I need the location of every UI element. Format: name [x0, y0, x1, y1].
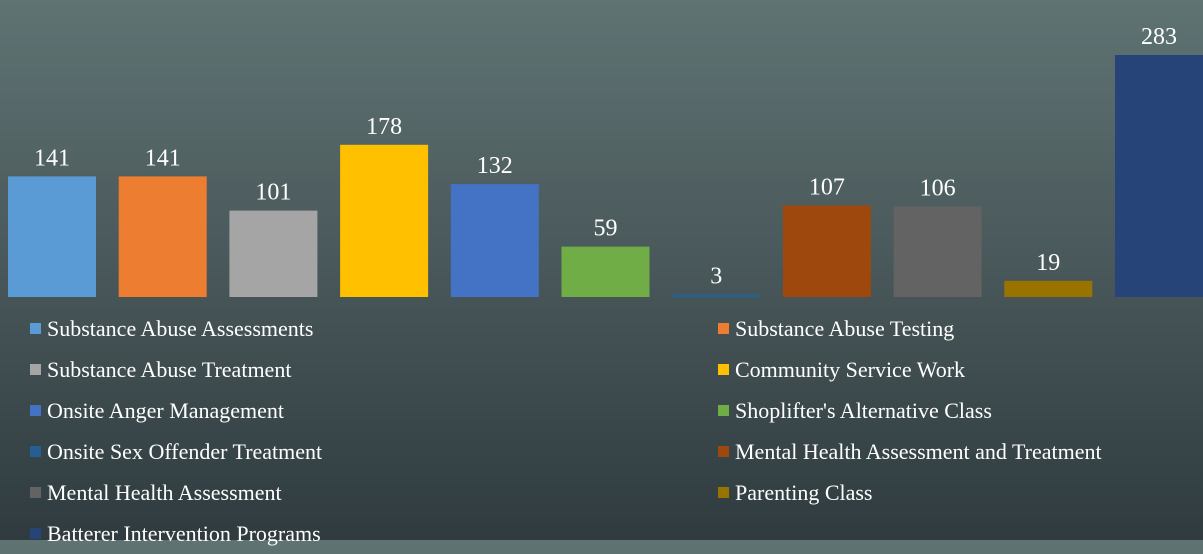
legend-label: Community Service Work: [735, 356, 966, 382]
legend-item: Batterer Intervention Programs: [30, 513, 718, 554]
bar: [561, 246, 650, 297]
data-label: 59: [594, 216, 618, 242]
legend-item: Substance Abuse Treatment: [30, 349, 718, 390]
bar: [782, 205, 871, 297]
legend-label: Mental Health Assessment and Treatment: [735, 438, 1102, 464]
legend-swatch: [30, 323, 41, 334]
legend-label: Mental Health Assessment: [47, 479, 282, 505]
data-label: 132: [477, 153, 513, 179]
bar: [1004, 280, 1093, 297]
bar: [450, 184, 539, 297]
legend-swatch: [718, 323, 729, 334]
legend-label: Substance Abuse Assessments: [47, 315, 314, 341]
legend-label: Shoplifter's Alternative Class: [735, 397, 992, 423]
bar: [893, 206, 982, 297]
legend-item: Parenting Class: [718, 472, 1200, 513]
data-label: 106: [920, 175, 956, 201]
legend-swatch: [30, 364, 41, 375]
data-label: 19: [1036, 250, 1060, 276]
legend-item: Mental Health Assessment: [30, 472, 718, 513]
bar: [340, 144, 429, 297]
legend-item: Mental Health Assessment and Treatment: [718, 431, 1200, 472]
legend-item: Substance Abuse Assessments: [30, 308, 718, 349]
bar: [672, 294, 761, 297]
bars: [8, 55, 1203, 297]
legend-item: Onsite Sex Offender Treatment: [30, 431, 718, 472]
legend-label: Onsite Sex Offender Treatment: [47, 438, 323, 464]
legend-swatch: [30, 446, 41, 457]
legend-label: Substance Abuse Testing: [735, 315, 955, 341]
data-label: 107: [809, 175, 845, 201]
legend-item: Onsite Anger Management: [30, 390, 718, 431]
legend-swatch: [718, 446, 729, 457]
legend-swatch: [718, 487, 729, 498]
legend-item: Substance Abuse Testing: [718, 308, 1200, 349]
legend-item: Shoplifter's Alternative Class: [718, 390, 1200, 431]
bar: [8, 176, 96, 297]
legend-label: Parenting Class: [735, 479, 873, 505]
bar-chart: 141 141 101 178 132 59 3 107 106 19 283: [8, 24, 1203, 297]
data-label: 178: [366, 114, 402, 140]
data-label: 141: [145, 145, 181, 171]
bar: [118, 176, 207, 297]
legend-label: Batterer Intervention Programs: [47, 520, 321, 546]
legend-item: Community Service Work: [718, 349, 1200, 390]
data-label: 283: [1141, 24, 1177, 50]
bar: [229, 210, 318, 297]
legend-swatch: [718, 364, 729, 375]
legend: Substance Abuse Assessments Substance Abu…: [30, 308, 1200, 554]
legend-label: Substance Abuse Treatment: [47, 356, 292, 382]
data-labels: 141 141 101 178 132 59 3 107 106 19 283: [34, 24, 1177, 289]
legend-swatch: [30, 528, 41, 539]
data-label: 101: [255, 180, 291, 206]
legend-swatch: [30, 405, 41, 416]
legend-label: Onsite Anger Management: [47, 397, 285, 423]
bar: [1115, 55, 1203, 297]
legend-swatch: [30, 487, 41, 498]
data-label: 3: [710, 263, 722, 289]
data-label: 141: [34, 145, 70, 171]
legend-swatch: [718, 405, 729, 416]
